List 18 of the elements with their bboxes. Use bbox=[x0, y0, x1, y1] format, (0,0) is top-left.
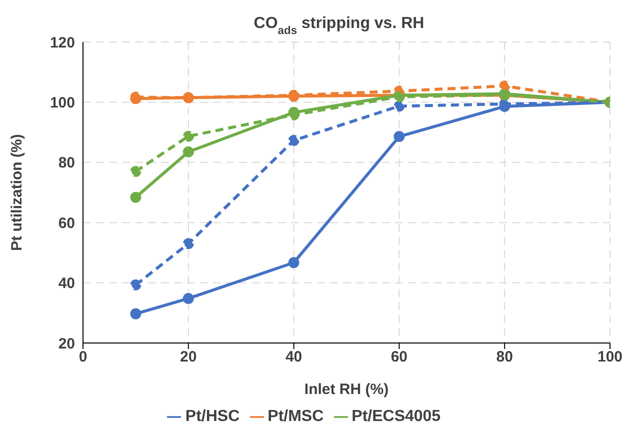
x-axis-title: Inlet RH (%) bbox=[304, 381, 389, 398]
legend-label: Pt/HSC bbox=[185, 408, 240, 425]
chart-title: CO$_{ads}$ stripping vs. RH bbox=[254, 15, 424, 37]
x-tick-label: 20 bbox=[180, 348, 197, 366]
y-tick-label: 120 bbox=[50, 34, 75, 52]
x-tick-label: 80 bbox=[496, 348, 513, 366]
x-tick-label: 100 bbox=[597, 348, 623, 366]
x-tick-label: 40 bbox=[285, 348, 302, 366]
legend-label: Pt/MSC bbox=[268, 408, 324, 425]
x-tick-label: 60 bbox=[390, 348, 408, 366]
y-tick-label: 40 bbox=[58, 275, 75, 292]
legend-label: Pt/ECS4005 bbox=[352, 408, 441, 425]
y-tick-label: 60 bbox=[58, 214, 75, 232]
x-tick-label: 0 bbox=[78, 348, 88, 366]
y-axis-title: Pt utilization (%) bbox=[8, 134, 26, 251]
y-tick-label: 20 bbox=[58, 335, 75, 352]
y-tick-label: 80 bbox=[58, 154, 75, 172]
y-tick-label: 100 bbox=[50, 94, 75, 112]
